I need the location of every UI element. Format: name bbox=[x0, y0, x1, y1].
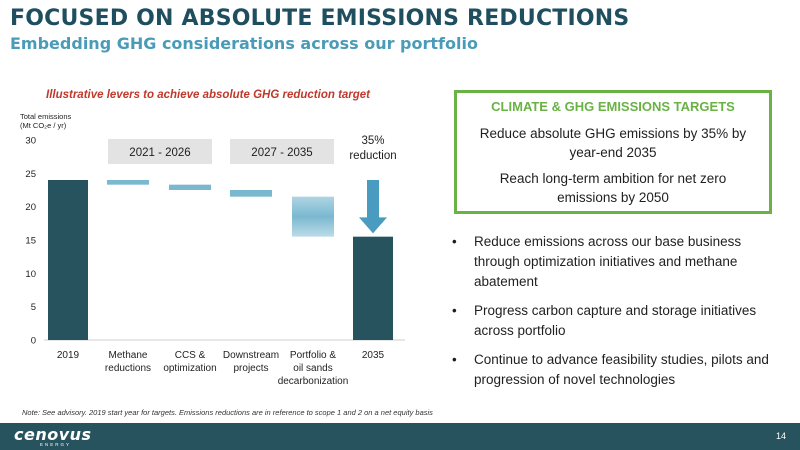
x-category-label: Downstream bbox=[223, 350, 279, 361]
bar bbox=[230, 190, 272, 197]
page-subtitle: Embedding GHG considerations across our … bbox=[10, 34, 478, 53]
bullet-item: • Continue to advance feasibility studie… bbox=[450, 350, 790, 390]
x-category-label: projects bbox=[233, 363, 268, 374]
y-tick-label: 5 bbox=[31, 302, 36, 313]
y-tick-label: 25 bbox=[25, 169, 36, 180]
bullet-text: Reduce emissions across our base busines… bbox=[474, 234, 742, 289]
x-category-label: Portfolio & bbox=[290, 350, 336, 361]
bullet-text: Continue to advance feasibility studies,… bbox=[474, 352, 769, 387]
x-category-label: oil sands bbox=[293, 363, 332, 374]
bullet-marker: • bbox=[452, 303, 457, 318]
y-tick-label: 20 bbox=[25, 202, 36, 213]
period-box bbox=[230, 139, 334, 164]
period-label: 2021 - 2026 bbox=[129, 147, 190, 159]
period-box bbox=[108, 139, 212, 164]
page-number: 14 bbox=[775, 431, 786, 441]
reduction-arrow-icon bbox=[359, 180, 387, 234]
bar bbox=[107, 180, 149, 185]
y-axis-label-units: (Mt CO₂e / yr) bbox=[20, 121, 67, 130]
y-tick-label: 10 bbox=[25, 269, 36, 280]
footnote: Note: See advisory. 2019 start year for … bbox=[22, 408, 433, 417]
bullet-list: • Reduce emissions across our base busin… bbox=[450, 232, 790, 399]
y-axis-label: Total emissions bbox=[20, 112, 72, 121]
bullet-item: • Progress carbon capture and storage in… bbox=[450, 301, 790, 341]
company-logo: cenovus bbox=[14, 425, 92, 444]
reduction-label: reduction bbox=[349, 150, 396, 162]
bar bbox=[169, 184, 211, 190]
period-label: 2027 - 2035 bbox=[251, 147, 312, 159]
waterfall-chart: Total emissions(Mt CO₂e / yr) 0 5 10 15 20 25 3… bbox=[20, 112, 405, 387]
bar bbox=[353, 236, 393, 340]
x-category-label: 2035 bbox=[362, 350, 385, 361]
bar bbox=[292, 196, 334, 237]
page-title: FOCUSED ON ABSOLUTE EMISSIONS REDUCTIONS bbox=[10, 6, 630, 31]
bullet-marker: • bbox=[452, 234, 457, 249]
target-item-reduction: Reduce absolute GHG emissions by 35% by … bbox=[479, 126, 747, 160]
company-logo-subtext: ENERGY bbox=[40, 442, 72, 447]
x-category-label: Methane bbox=[109, 350, 148, 361]
targets-title: CLIMATE & GHG EMISSIONS TARGETS bbox=[491, 99, 735, 114]
x-category-label: 2019 bbox=[57, 350, 80, 361]
y-tick-label: 15 bbox=[25, 236, 36, 247]
y-tick-label: 0 bbox=[31, 336, 36, 347]
footer-bar: cenovus ENERGY 14 bbox=[0, 423, 800, 450]
reduction-percent: 35% bbox=[361, 135, 384, 147]
bullet-marker: • bbox=[452, 352, 457, 367]
bullet-item: • Reduce emissions across our base busin… bbox=[450, 232, 790, 292]
targets-box: CLIMATE & GHG EMISSIONS TARGETS Reduce a… bbox=[454, 90, 772, 214]
x-category-label: optimization bbox=[163, 363, 216, 374]
x-category-label: CCS & bbox=[175, 350, 206, 361]
x-category-label: reductions bbox=[105, 363, 151, 374]
bar bbox=[48, 180, 88, 340]
y-tick-label: 30 bbox=[25, 136, 36, 147]
x-category-label: decarbonization bbox=[278, 376, 349, 387]
bullet-text: Progress carbon capture and storage init… bbox=[474, 303, 757, 338]
target-item-net-zero: Reach long-term ambition for net zero em… bbox=[499, 171, 727, 205]
chart-title: Illustrative levers to achieve absolute … bbox=[46, 89, 371, 101]
